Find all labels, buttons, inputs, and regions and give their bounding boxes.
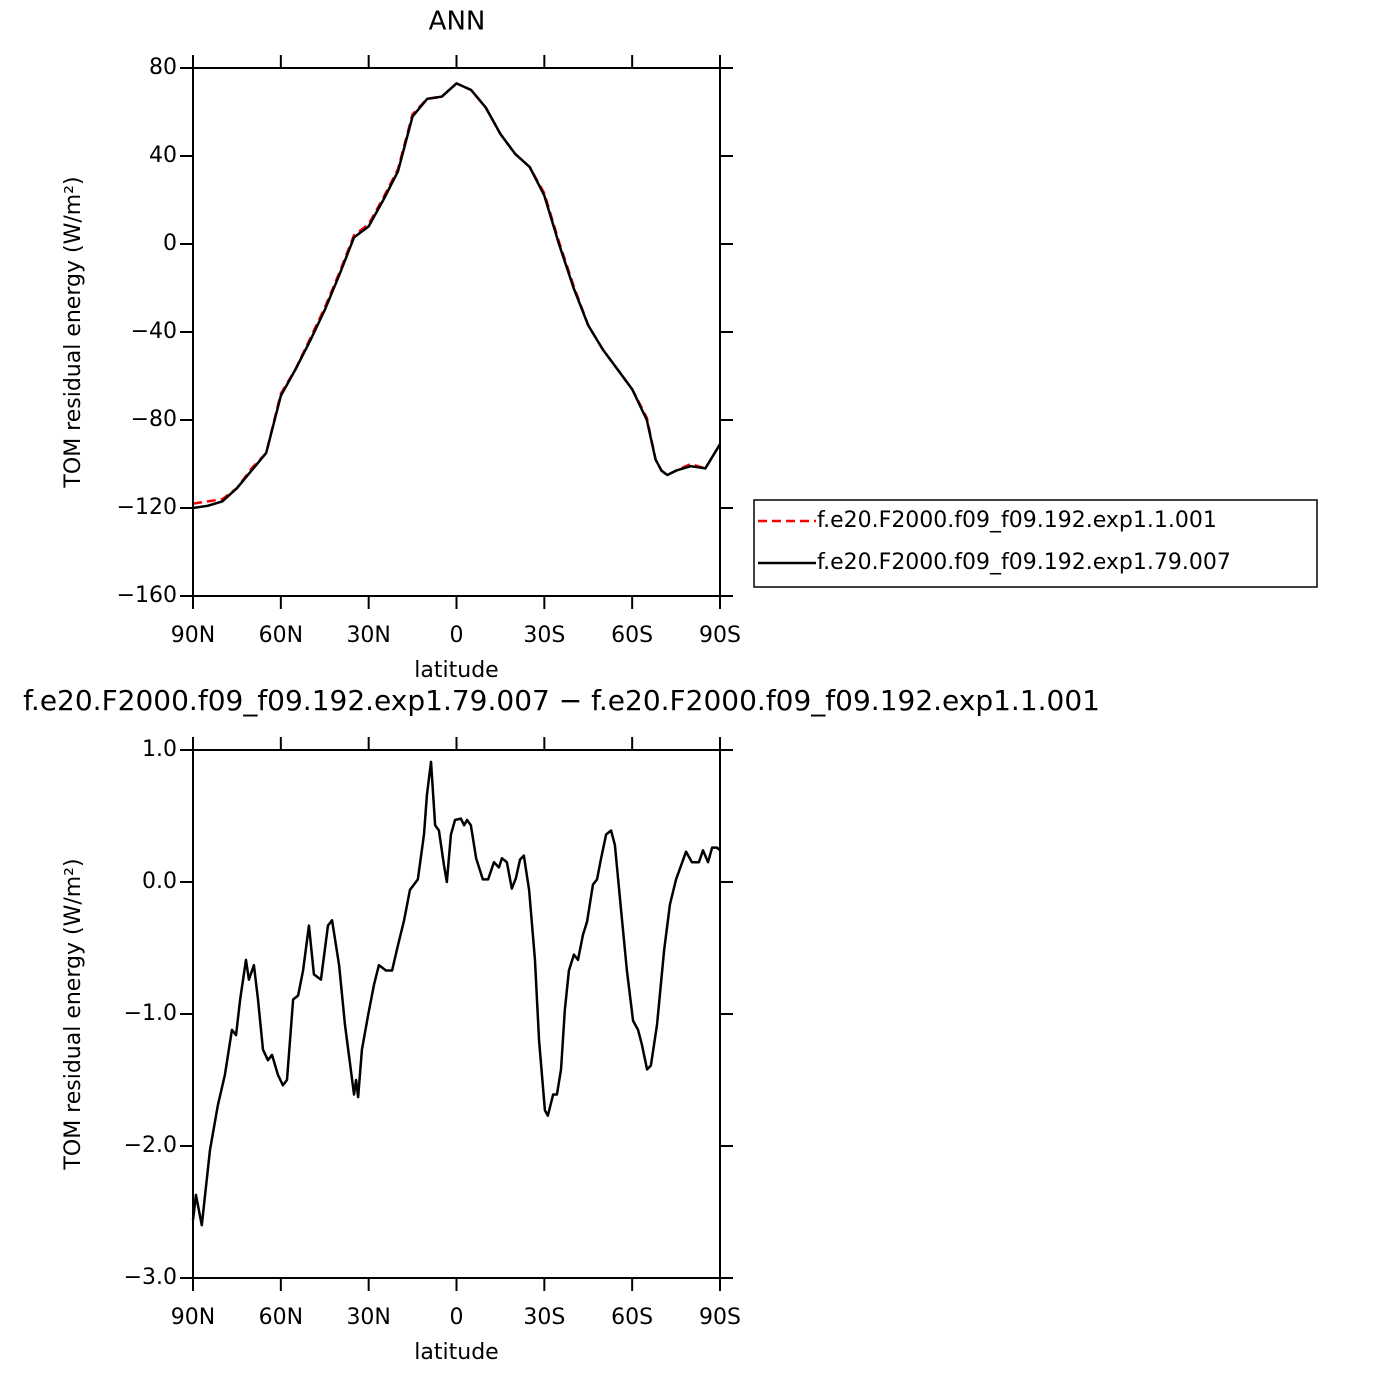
y-tick-label: 40 [149, 143, 177, 168]
y-tick-label: −1.0 [124, 1001, 177, 1026]
x-tick-label: 90N [171, 623, 215, 648]
data-line [192, 82, 722, 505]
x-tick-label: 90S [699, 623, 741, 648]
x-tick-label: 30N [346, 623, 390, 648]
x-tick-label: 60N [259, 623, 303, 648]
y-tick-label: 80 [149, 55, 177, 80]
y-tick-label: 0 [163, 231, 177, 256]
legend-box [753, 499, 1318, 588]
x-axis-label: latitude [414, 658, 498, 683]
x-tick-label: 60N [259, 1305, 303, 1330]
y-tick-label: 1.0 [142, 737, 177, 762]
chart-title: f.e20.F2000.f09_f09.192.exp1.79.007 − f.… [23, 684, 1100, 717]
y-tick-label: −3.0 [124, 1265, 177, 1290]
y-tick-label: −120 [117, 495, 177, 520]
chart-title: ANN [429, 7, 486, 37]
x-tick-label: 90N [171, 1305, 215, 1330]
y-tick-label: −40 [131, 319, 177, 344]
legend-label: f.e20.F2000.f09_f09.192.exp1.79.007 [817, 550, 1231, 575]
x-tick-label: 90S [699, 1305, 741, 1330]
y-tick-label: −2.0 [124, 1133, 177, 1158]
x-tick-label: 0 [450, 623, 464, 648]
y-axis-label: TOM residual energy (W/m²) [61, 176, 86, 488]
x-tick-label: 60S [611, 1305, 653, 1330]
x-tick-label: 30S [523, 623, 565, 648]
y-tick-label: 0.0 [142, 869, 177, 894]
data-line [191, 760, 721, 1227]
x-tick-label: 0 [450, 1305, 464, 1330]
y-tick-label: −160 [117, 583, 177, 608]
x-tick-label: 30S [523, 1305, 565, 1330]
x-tick-label: 60S [611, 623, 653, 648]
y-axis-label: TOM residual energy (W/m²) [61, 858, 86, 1170]
x-axis-label: latitude [414, 1340, 498, 1365]
y-tick-label: −80 [131, 407, 177, 432]
plot-frame [192, 67, 721, 597]
legend-label: f.e20.F2000.f09_f09.192.exp1.1.001 [817, 508, 1217, 533]
data-line [192, 82, 722, 510]
plot-frame [192, 749, 721, 1279]
x-tick-label: 30N [346, 1305, 390, 1330]
